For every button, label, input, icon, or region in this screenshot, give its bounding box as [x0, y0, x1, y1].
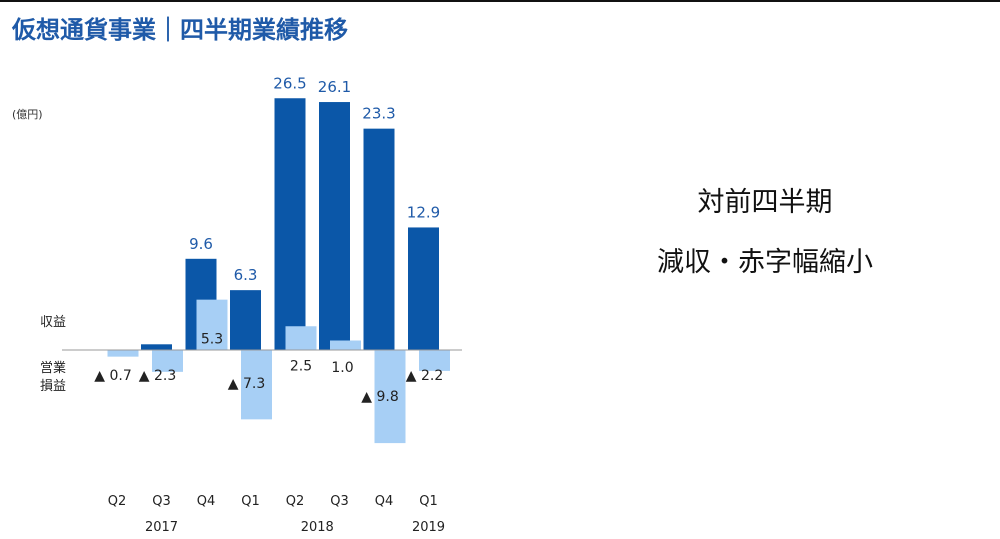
revenue-bar: [274, 98, 306, 350]
unit-label: (億円): [12, 108, 43, 121]
operating-profit-bar: [152, 350, 183, 372]
revenue-bar: [141, 344, 172, 350]
operating-profit-bar: [330, 340, 361, 350]
row-label-revenue: 収益: [40, 315, 66, 330]
revenue-value-label: 26.1: [318, 78, 351, 96]
revenue-value-label: 6.3: [234, 266, 258, 284]
x-tick-label: Q1: [419, 494, 438, 509]
x-tick-label: Q1: [241, 494, 260, 509]
revenue-bar: [319, 102, 350, 350]
summary-line-1: 対前四半期: [697, 187, 833, 218]
operating-profit-value-label: 1.0: [331, 360, 353, 376]
year-label: 2018: [301, 520, 334, 535]
operating-profit-value-label: ▲ 2.2: [406, 368, 443, 384]
operating-profit-bar: [107, 350, 139, 357]
x-tick-label: Q2: [108, 494, 127, 509]
x-tick-label: Q3: [152, 494, 171, 509]
revenue-value-label: 9.6: [189, 235, 213, 253]
row-label-operating-profit-line: 損益: [40, 379, 66, 394]
operating-profit-value-label: 2.5: [290, 358, 312, 374]
operating-profit-value-label: ▲ 9.8: [361, 389, 398, 405]
x-tick-label: Q2: [286, 494, 305, 509]
operating-profit-value-label: ▲ 2.3: [139, 368, 176, 384]
revenue-value-label: 12.9: [407, 203, 440, 221]
operating-profit-value-label: ▲ 0.7: [94, 368, 131, 384]
year-label: 2019: [412, 520, 445, 535]
summary-line-2: 減収・赤字幅縮小: [657, 247, 873, 278]
row-label-operating-profit-line: 営業: [40, 360, 66, 376]
page-title: 仮想通貨事業｜四半期業績推移: [12, 16, 348, 44]
operating-profit-bar: [196, 299, 228, 350]
operating-profit-value-label: 5.3: [201, 332, 223, 348]
x-tick-label: Q3: [330, 494, 349, 509]
revenue-bar: [363, 128, 395, 350]
operating-profit-value-label: ▲ 7.3: [228, 376, 265, 392]
operating-profit-bar: [285, 326, 317, 350]
revenue-bar: [408, 227, 439, 350]
revenue-value-label: 26.5: [273, 74, 306, 92]
revenue-bar: [230, 290, 261, 350]
operating-profit-bar: [374, 350, 406, 444]
x-tick-label: Q4: [375, 494, 394, 509]
revenue-value-label: 23.3: [362, 105, 395, 123]
top-rule: [0, 0, 1000, 2]
x-tick-label: Q4: [197, 494, 216, 509]
operating-profit-bar: [241, 350, 272, 420]
operating-profit-bar: [419, 350, 450, 371]
year-label: 2017: [145, 520, 178, 535]
